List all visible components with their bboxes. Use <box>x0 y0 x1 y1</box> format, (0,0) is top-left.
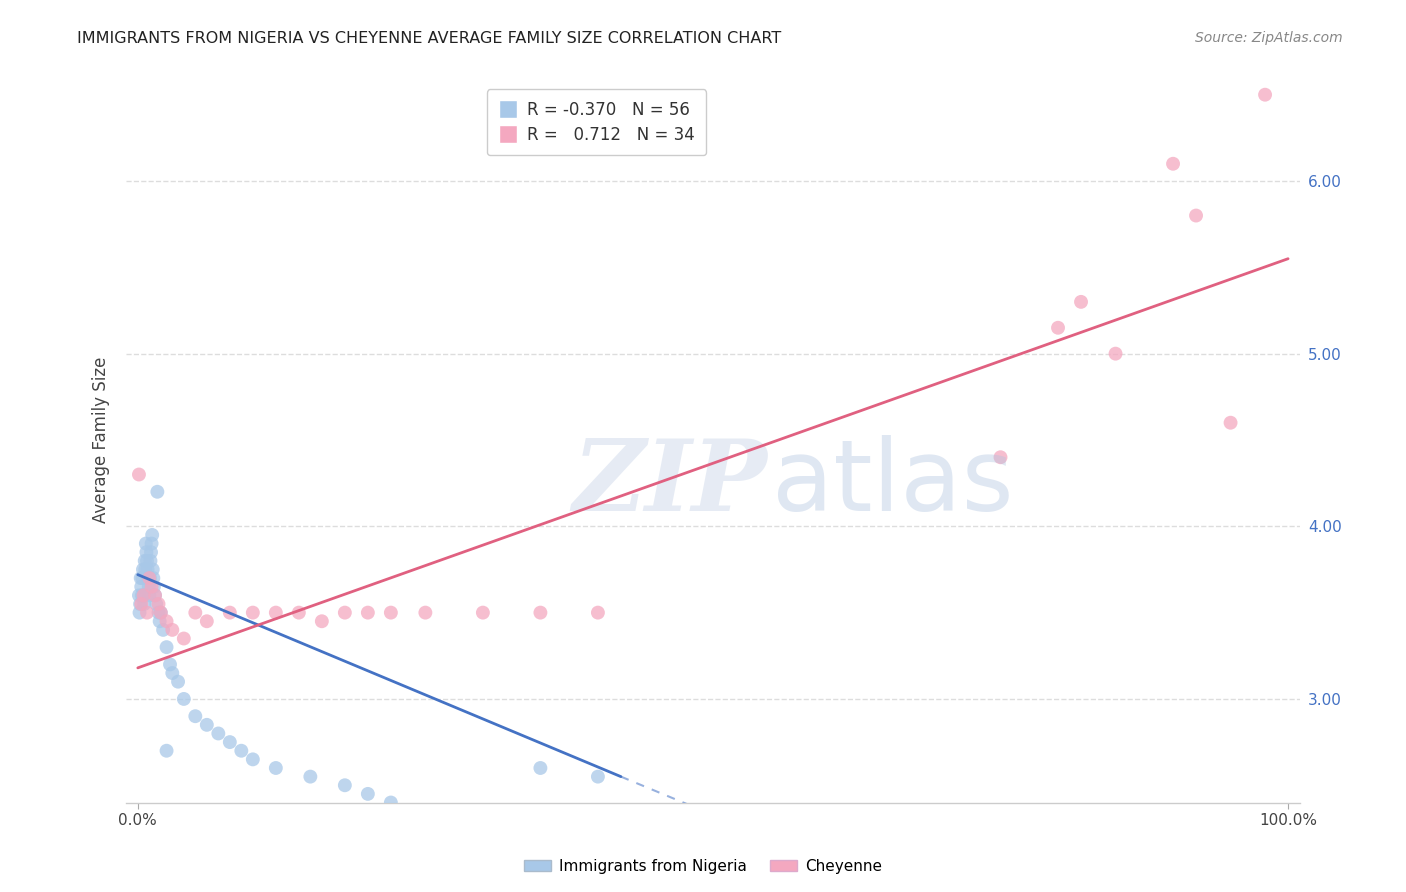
Point <box>990 450 1012 465</box>
Point <box>149 606 172 620</box>
Point <box>231 744 253 758</box>
Point <box>155 640 177 655</box>
Point <box>218 735 240 749</box>
Point <box>1070 294 1092 309</box>
Point <box>471 606 494 620</box>
Point <box>1104 346 1126 360</box>
Point <box>449 813 471 827</box>
Point <box>129 571 152 585</box>
Point <box>357 606 380 620</box>
Point <box>218 606 240 620</box>
Point <box>1185 209 1208 223</box>
Point <box>138 571 160 585</box>
Point <box>242 606 264 620</box>
Point <box>132 562 155 576</box>
Point <box>131 588 153 602</box>
Point <box>138 580 160 594</box>
Point <box>311 614 333 628</box>
Point <box>141 536 163 550</box>
Point <box>162 666 184 681</box>
Point <box>380 796 402 810</box>
Point <box>136 562 159 576</box>
Point <box>141 528 163 542</box>
Point <box>142 580 165 594</box>
Point <box>529 761 551 775</box>
Point <box>128 606 150 620</box>
Y-axis label: Average Family Size: Average Family Size <box>93 357 110 524</box>
Point <box>357 787 380 801</box>
Point <box>139 545 162 559</box>
Point <box>264 606 287 620</box>
Point <box>299 770 322 784</box>
Point <box>159 657 181 672</box>
Point <box>134 554 156 568</box>
Point <box>242 752 264 766</box>
Point <box>142 571 165 585</box>
Point <box>288 606 311 620</box>
Point <box>142 562 165 576</box>
Point <box>136 606 159 620</box>
Point <box>184 606 207 620</box>
Point <box>136 554 159 568</box>
Point <box>333 778 356 792</box>
Point <box>132 588 155 602</box>
Point <box>207 726 229 740</box>
Point <box>162 623 184 637</box>
Legend: R = -0.370   N = 56, R =   0.712   N = 34: R = -0.370 N = 56, R = 0.712 N = 34 <box>486 89 706 155</box>
Point <box>333 606 356 620</box>
Point <box>139 571 162 585</box>
Point <box>146 484 169 499</box>
Point <box>1047 320 1070 334</box>
Point <box>471 822 494 836</box>
Text: ZIP: ZIP <box>572 435 768 532</box>
Point <box>380 606 402 620</box>
Point <box>173 632 195 646</box>
Text: atlas: atlas <box>772 435 1014 532</box>
Point <box>139 554 162 568</box>
Point <box>149 606 172 620</box>
Point <box>415 804 437 818</box>
Point <box>145 597 167 611</box>
Point <box>129 597 152 611</box>
Point <box>148 606 170 620</box>
Point <box>136 571 159 585</box>
Point <box>135 545 157 559</box>
Point <box>264 761 287 775</box>
Point <box>155 744 177 758</box>
Point <box>138 588 160 602</box>
Point <box>173 692 195 706</box>
Point <box>135 536 157 550</box>
Text: IMMIGRANTS FROM NIGERIA VS CHEYENNE AVERAGE FAMILY SIZE CORRELATION CHART: IMMIGRANTS FROM NIGERIA VS CHEYENNE AVER… <box>77 31 782 46</box>
Point <box>1254 87 1277 102</box>
Point <box>134 562 156 576</box>
Point <box>129 580 152 594</box>
Point <box>415 606 437 620</box>
Point <box>195 614 218 628</box>
Point <box>195 718 218 732</box>
Point <box>586 606 609 620</box>
Point <box>143 588 166 602</box>
Legend: Immigrants from Nigeria, Cheyenne: Immigrants from Nigeria, Cheyenne <box>517 853 889 880</box>
Point <box>132 588 155 602</box>
Point <box>167 674 190 689</box>
Point <box>134 597 156 611</box>
Point <box>129 597 152 611</box>
Point <box>184 709 207 723</box>
Point <box>529 606 551 620</box>
Point <box>128 588 150 602</box>
Point <box>1161 157 1184 171</box>
Point <box>143 588 166 602</box>
Point <box>155 614 177 628</box>
Point <box>128 467 150 482</box>
Point <box>149 614 172 628</box>
Point <box>131 571 153 585</box>
Text: Source: ZipAtlas.com: Source: ZipAtlas.com <box>1195 31 1343 45</box>
Point <box>152 623 174 637</box>
Point <box>141 580 163 594</box>
Point <box>1219 416 1241 430</box>
Point <box>586 770 609 784</box>
Point <box>148 597 170 611</box>
